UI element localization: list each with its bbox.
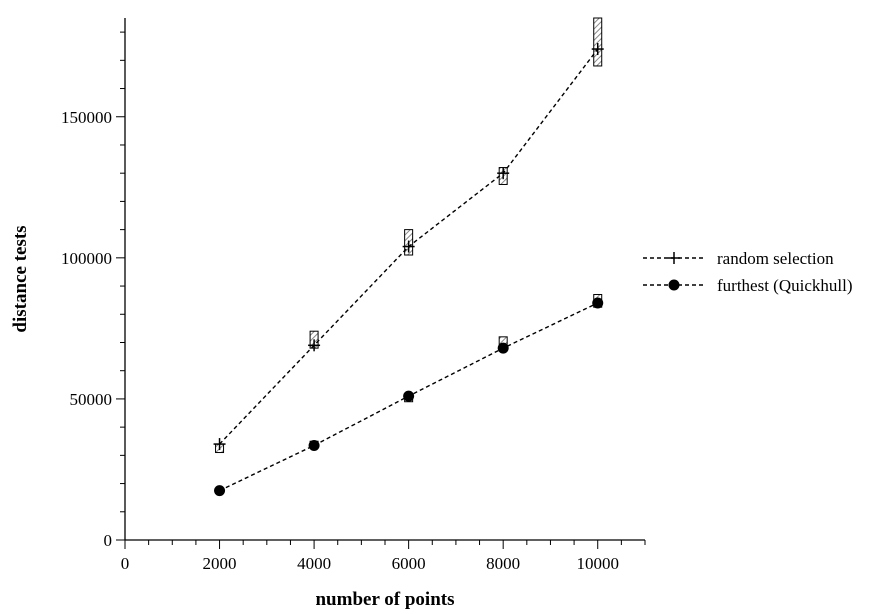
data-point	[497, 167, 510, 180]
data-point	[308, 339, 321, 352]
range-box	[593, 17, 603, 67]
x-tick-label: 6000	[392, 554, 426, 573]
x-tick-label: 0	[121, 554, 130, 573]
x-tick-label: 8000	[486, 554, 520, 573]
data-point	[592, 297, 604, 309]
x-tick-label: 10000	[576, 554, 619, 573]
data-point	[403, 390, 415, 402]
data-point	[402, 240, 415, 253]
data-point	[497, 342, 509, 354]
error-ranges	[215, 17, 603, 493]
series-layer	[213, 43, 604, 497]
x-axis-title: number of points	[315, 589, 454, 610]
y-tick-label: 100000	[61, 249, 112, 268]
data-point	[213, 438, 226, 451]
x-tick-label: 2000	[203, 554, 237, 573]
legend-label: random selection	[717, 249, 834, 268]
y-axis-title: distance tests	[10, 225, 31, 332]
x-tick-label: 4000	[297, 554, 331, 573]
y-tick-label: 0	[104, 531, 113, 550]
data-point	[214, 485, 226, 497]
data-point	[591, 43, 604, 56]
legend-label: furthest (Quickhull)	[717, 276, 853, 295]
y-tick-label: 50000	[70, 390, 113, 409]
legend-circle-marker	[668, 279, 680, 291]
legend: random selection furthest (Quickhull)	[643, 249, 853, 295]
data-point	[308, 439, 320, 451]
y-tick-label: 150000	[61, 108, 112, 127]
